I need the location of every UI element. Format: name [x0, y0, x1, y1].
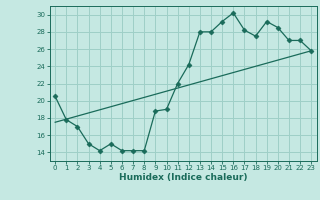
- X-axis label: Humidex (Indice chaleur): Humidex (Indice chaleur): [119, 173, 247, 182]
